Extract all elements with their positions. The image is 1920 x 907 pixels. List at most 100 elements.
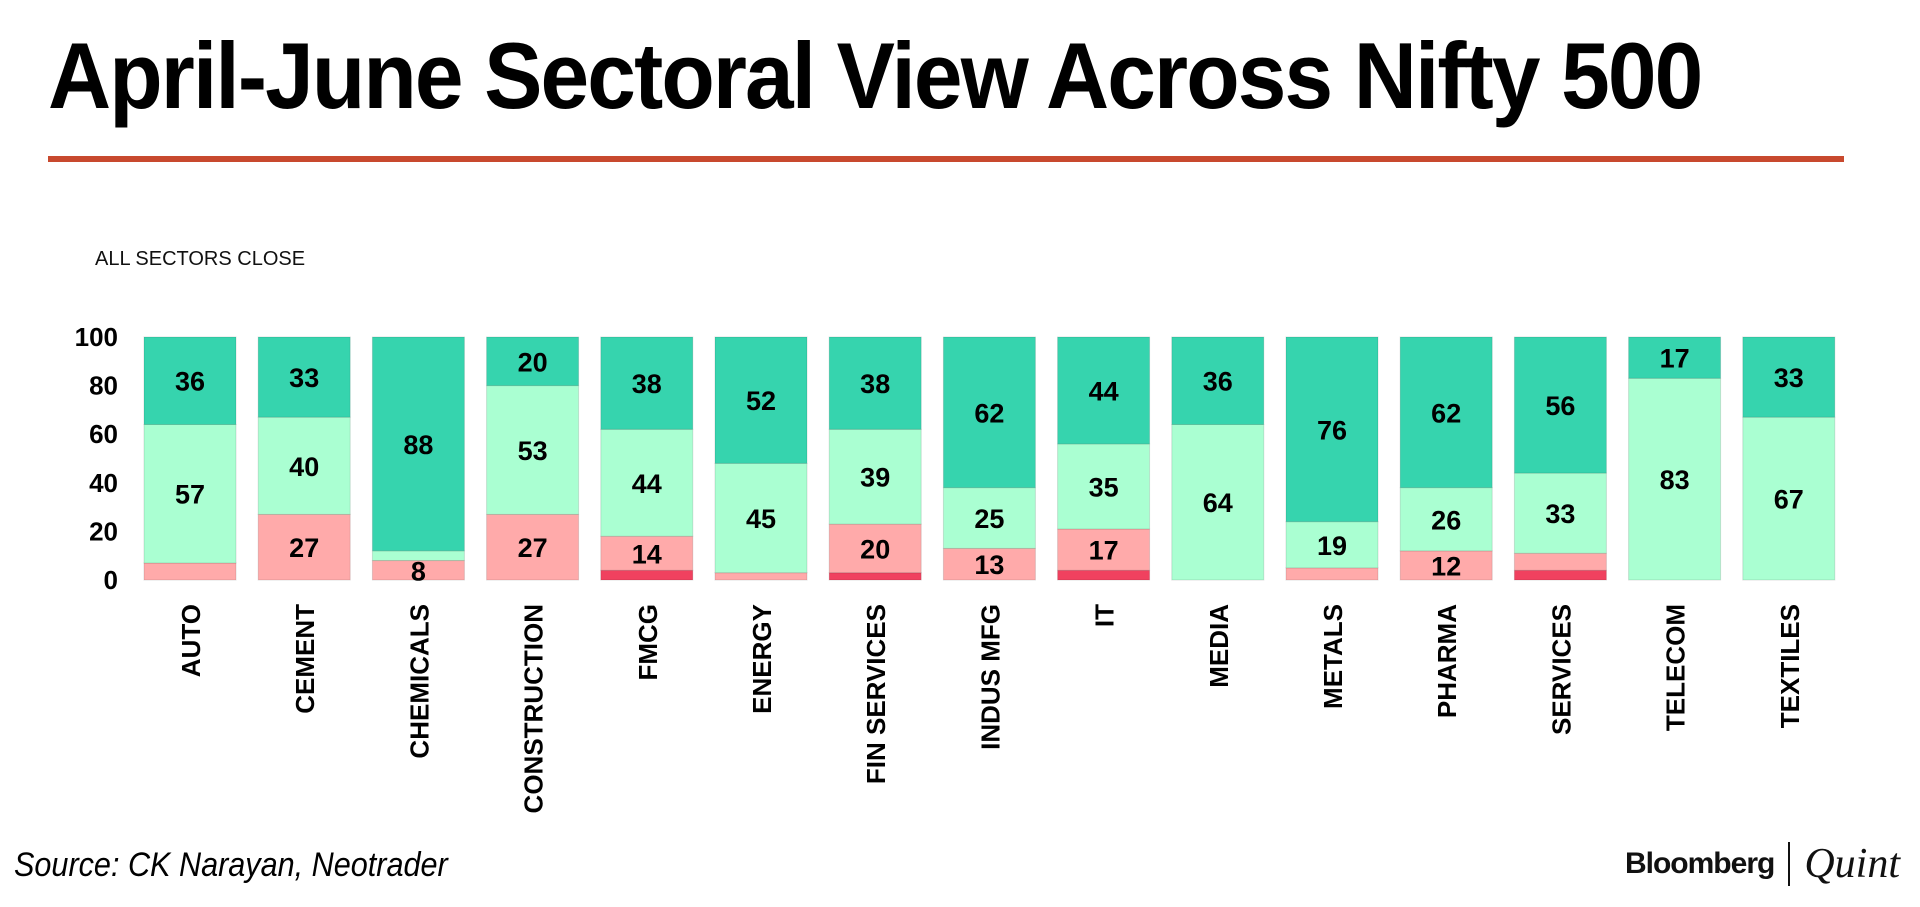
bar-value-label: 20	[860, 534, 890, 564]
bar-value-label: 19	[1317, 531, 1347, 561]
x-tick-label: PHARMA	[1432, 604, 1462, 718]
y-tick-label: 60	[89, 419, 118, 449]
bar-value-label: 36	[175, 367, 205, 397]
x-axis: AUTO CEMENT CHEMICALS CONSTRUCTION FMCG ENERG…	[176, 604, 1805, 814]
bar-segment	[714, 336, 808, 464]
bar-segment	[1513, 336, 1607, 474]
bar-value-label: 88	[403, 430, 433, 460]
y-tick-label: 40	[89, 468, 118, 498]
data-labels-group: 5736274033888275320144438455220393813256…	[175, 344, 1804, 587]
title-underline	[48, 156, 1844, 162]
bar-segment	[1057, 569, 1151, 581]
x-tick-label: TEXTILES	[1775, 604, 1805, 728]
bar-value-label: 38	[632, 369, 662, 399]
bars-group	[143, 336, 1836, 581]
brand-quint: Quint	[1804, 841, 1900, 887]
bar-segment	[1171, 423, 1265, 581]
bar-value-label: 39	[860, 463, 890, 493]
source-note: Source: CK Narayan, Neotrader	[14, 846, 448, 884]
bar-segment	[1171, 336, 1265, 425]
bar-value-label: 17	[1660, 344, 1690, 374]
bar-segment	[714, 462, 808, 574]
bar-segment	[1285, 521, 1379, 569]
bar-value-label: 12	[1431, 551, 1461, 581]
bar-segment	[257, 416, 351, 515]
bar-segment	[600, 569, 694, 581]
bar-segment	[1513, 472, 1607, 554]
y-tick-label: 100	[75, 322, 118, 352]
bar-value-label: 38	[860, 369, 890, 399]
bar-value-label: 17	[1089, 536, 1119, 566]
bar-value-label: 27	[518, 533, 548, 563]
x-tick-label: INDUS MFG	[975, 604, 1005, 750]
bar-segment	[257, 336, 351, 418]
bar-segment	[1628, 336, 1722, 379]
bar-value-label: 56	[1545, 391, 1575, 421]
bar-value-label: 62	[1431, 398, 1461, 428]
x-tick-label: FMCG	[633, 604, 663, 681]
x-tick-label: CHEMICALS	[404, 604, 434, 759]
bar-value-label: 67	[1774, 485, 1804, 515]
bar-value-label: 33	[1545, 499, 1575, 529]
bar-value-label: 40	[289, 452, 319, 482]
x-tick-label: ENERGY	[747, 604, 777, 714]
bar-segment	[143, 562, 237, 581]
bar-segment	[828, 572, 922, 581]
bar-segment	[1399, 550, 1493, 581]
bar-value-label: 83	[1660, 465, 1690, 495]
bar-segment	[1513, 569, 1607, 581]
bar-value-label: 33	[289, 363, 319, 393]
bar-segment	[371, 336, 465, 552]
bar-value-label: 25	[974, 504, 1004, 534]
chart-title: April-June Sectoral View Across Nifty 50…	[48, 23, 1703, 128]
x-tick-label: IT	[1090, 604, 1120, 627]
bar-value-label: 57	[175, 480, 205, 510]
bar-value-label: 53	[518, 436, 548, 466]
brand-logo: Bloomberg Quint	[1625, 840, 1900, 888]
bar-segment	[600, 428, 694, 537]
bar-segment	[942, 547, 1036, 581]
bar-value-label: 45	[746, 504, 776, 534]
bar-value-label: 13	[974, 550, 1004, 580]
bar-value-label: 20	[518, 347, 548, 377]
bar-segment	[942, 487, 1036, 549]
brand-divider	[1788, 842, 1791, 886]
bar-value-label: 44	[632, 469, 662, 499]
x-tick-label: METALS	[1318, 604, 1348, 709]
bar-segment	[257, 513, 351, 581]
bar-segment	[1285, 567, 1379, 581]
bar-segment	[1057, 443, 1151, 530]
bar-value-label: 33	[1774, 363, 1804, 393]
bar-value-label: 62	[974, 398, 1004, 428]
x-tick-label: CEMENT	[290, 604, 320, 714]
bar-value-label: 26	[1431, 505, 1461, 535]
y-tick-label: 80	[89, 371, 118, 401]
bar-value-label: 8	[411, 556, 426, 586]
bar-segment	[1399, 336, 1493, 489]
x-tick-label: AUTO	[176, 604, 206, 677]
bar-value-label: 35	[1089, 472, 1119, 502]
x-tick-label: FIN SERVICES	[861, 604, 891, 784]
bar-segment	[486, 385, 580, 515]
x-tick-label: CONSTRUCTION	[519, 604, 549, 813]
y-tick-label: 20	[89, 516, 118, 546]
bar-value-label: 27	[289, 533, 319, 563]
bar-value-label: 76	[1317, 415, 1347, 445]
bar-segment	[714, 572, 808, 581]
bar-segment	[1399, 487, 1493, 552]
bar-segment	[942, 336, 1036, 489]
bar-segment	[143, 423, 237, 564]
bar-segment	[600, 535, 694, 571]
bar-segment	[1742, 416, 1836, 581]
chart-subtitle: ALL SECTORS CLOSE	[95, 248, 305, 270]
y-tick-label: 0	[104, 565, 118, 595]
brand-bloomberg: Bloomberg	[1624, 847, 1775, 880]
bar-segment	[828, 336, 922, 430]
bar-segment	[1057, 528, 1151, 571]
bar-value-label: 64	[1203, 488, 1233, 518]
bar-segment	[486, 336, 580, 387]
y-axis: 0 20 40 60 80 100	[75, 322, 118, 595]
stacked-bar-chart: ALL SECTORS CLOSE 0 20 40 60 80 100 57 36 27 40 3…	[75, 248, 1836, 814]
bar-segment	[371, 550, 465, 562]
bar-segment	[1285, 336, 1379, 523]
